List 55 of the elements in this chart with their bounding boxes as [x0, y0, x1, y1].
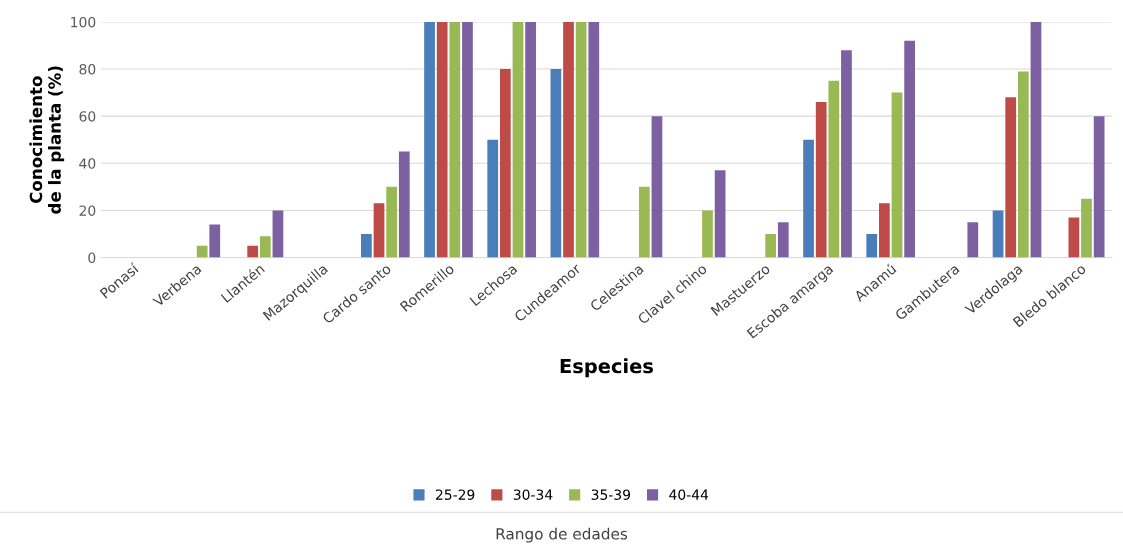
bar	[638, 186, 650, 258]
bar	[196, 245, 208, 258]
legend-label: 25-29	[435, 489, 475, 500]
bar	[259, 236, 271, 258]
bar	[247, 245, 259, 258]
bar	[967, 222, 979, 258]
bar	[272, 210, 284, 258]
bar	[209, 224, 221, 258]
y-tick-label: 20	[79, 205, 96, 216]
bar	[462, 21, 473, 258]
legend-title: Rango de edades	[496, 527, 628, 543]
bar	[398, 151, 410, 258]
y-tick-label: 40	[79, 158, 96, 169]
bar	[1017, 71, 1029, 258]
bar	[1093, 116, 1105, 258]
legend-label: 35-39	[591, 489, 631, 500]
bar	[1030, 21, 1042, 258]
bar	[1068, 217, 1080, 258]
y-tick-label: 0	[88, 252, 96, 264]
bar	[449, 21, 461, 258]
legend-label: 30-34	[513, 489, 553, 500]
bar	[992, 210, 1004, 258]
bar	[866, 234, 878, 258]
bar	[373, 203, 385, 258]
bar	[499, 69, 511, 258]
bar	[777, 222, 789, 258]
bar	[550, 69, 562, 258]
bar	[563, 21, 574, 258]
bar	[436, 21, 448, 258]
y-tick-label: 80	[79, 64, 96, 75]
bar	[361, 234, 372, 258]
bar	[891, 92, 903, 258]
bar	[651, 116, 663, 258]
bar	[1081, 198, 1092, 258]
bar	[702, 210, 713, 258]
bar	[575, 21, 587, 258]
y-tick-label: 100	[71, 16, 96, 28]
y-tick-label: 60	[79, 111, 96, 122]
bar	[803, 139, 814, 258]
bar	[904, 40, 915, 258]
bar	[525, 21, 536, 258]
bar	[1005, 97, 1017, 258]
legend-label: 40-44	[669, 489, 709, 500]
y-axis-title: Conocimiento de la planta (%)	[29, 66, 65, 214]
bar	[588, 21, 600, 258]
bar	[828, 80, 840, 258]
bar	[512, 21, 524, 258]
bar	[386, 186, 398, 258]
bar	[841, 50, 852, 258]
x-axis-title: Especies	[560, 358, 653, 378]
bar	[714, 170, 726, 258]
bar	[878, 203, 890, 258]
bar	[765, 234, 777, 258]
bar	[487, 139, 499, 258]
bar	[424, 21, 435, 258]
